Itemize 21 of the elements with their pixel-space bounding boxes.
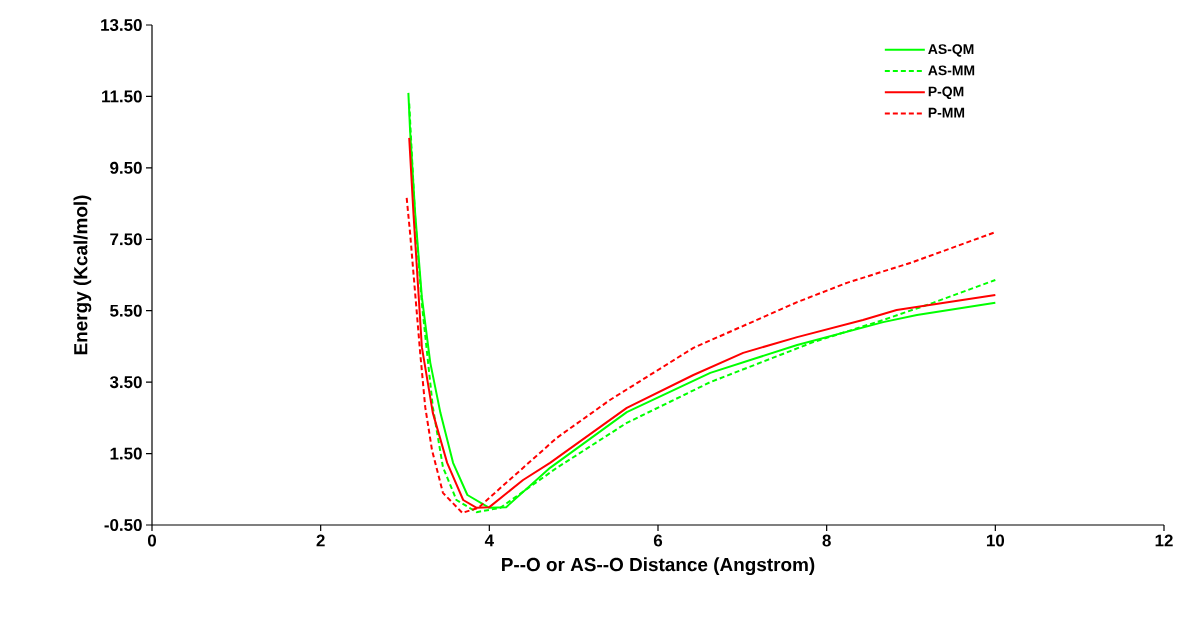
x-tick-label: 10 (986, 534, 1005, 547)
y-tick-label: -0.50 (104, 519, 142, 531)
y-tick-label: 5.50 (110, 304, 142, 317)
y-tick-label: 3.50 (109, 376, 142, 389)
x-tick-label: 6 (653, 534, 663, 547)
y-axis-title: Energy (Kcal/mol) (73, 195, 92, 355)
x-axis-title: P--O or AS--O Distance (Angstrom) (502, 557, 815, 576)
legend-label: AS-MM (928, 65, 975, 76)
legend-label: P-QM (928, 86, 964, 100)
y-tick-label: 9.50 (110, 161, 142, 174)
legend-label: P-MM (928, 107, 965, 118)
x-tick-label: 12 (1155, 534, 1173, 547)
x-tick-label: 2 (316, 534, 325, 547)
y-tick-label: 11.50 (102, 90, 142, 103)
x-tick-label: 8 (822, 534, 831, 547)
y-tick-label: 7.50 (110, 233, 142, 246)
legend-label: AS-QM (928, 44, 974, 57)
x-tick-label: 0 (147, 534, 157, 547)
y-tick-label: 1.50 (110, 447, 142, 460)
x-tick-label: 4 (484, 534, 494, 547)
y-tick-label: 13.50 (101, 18, 142, 31)
